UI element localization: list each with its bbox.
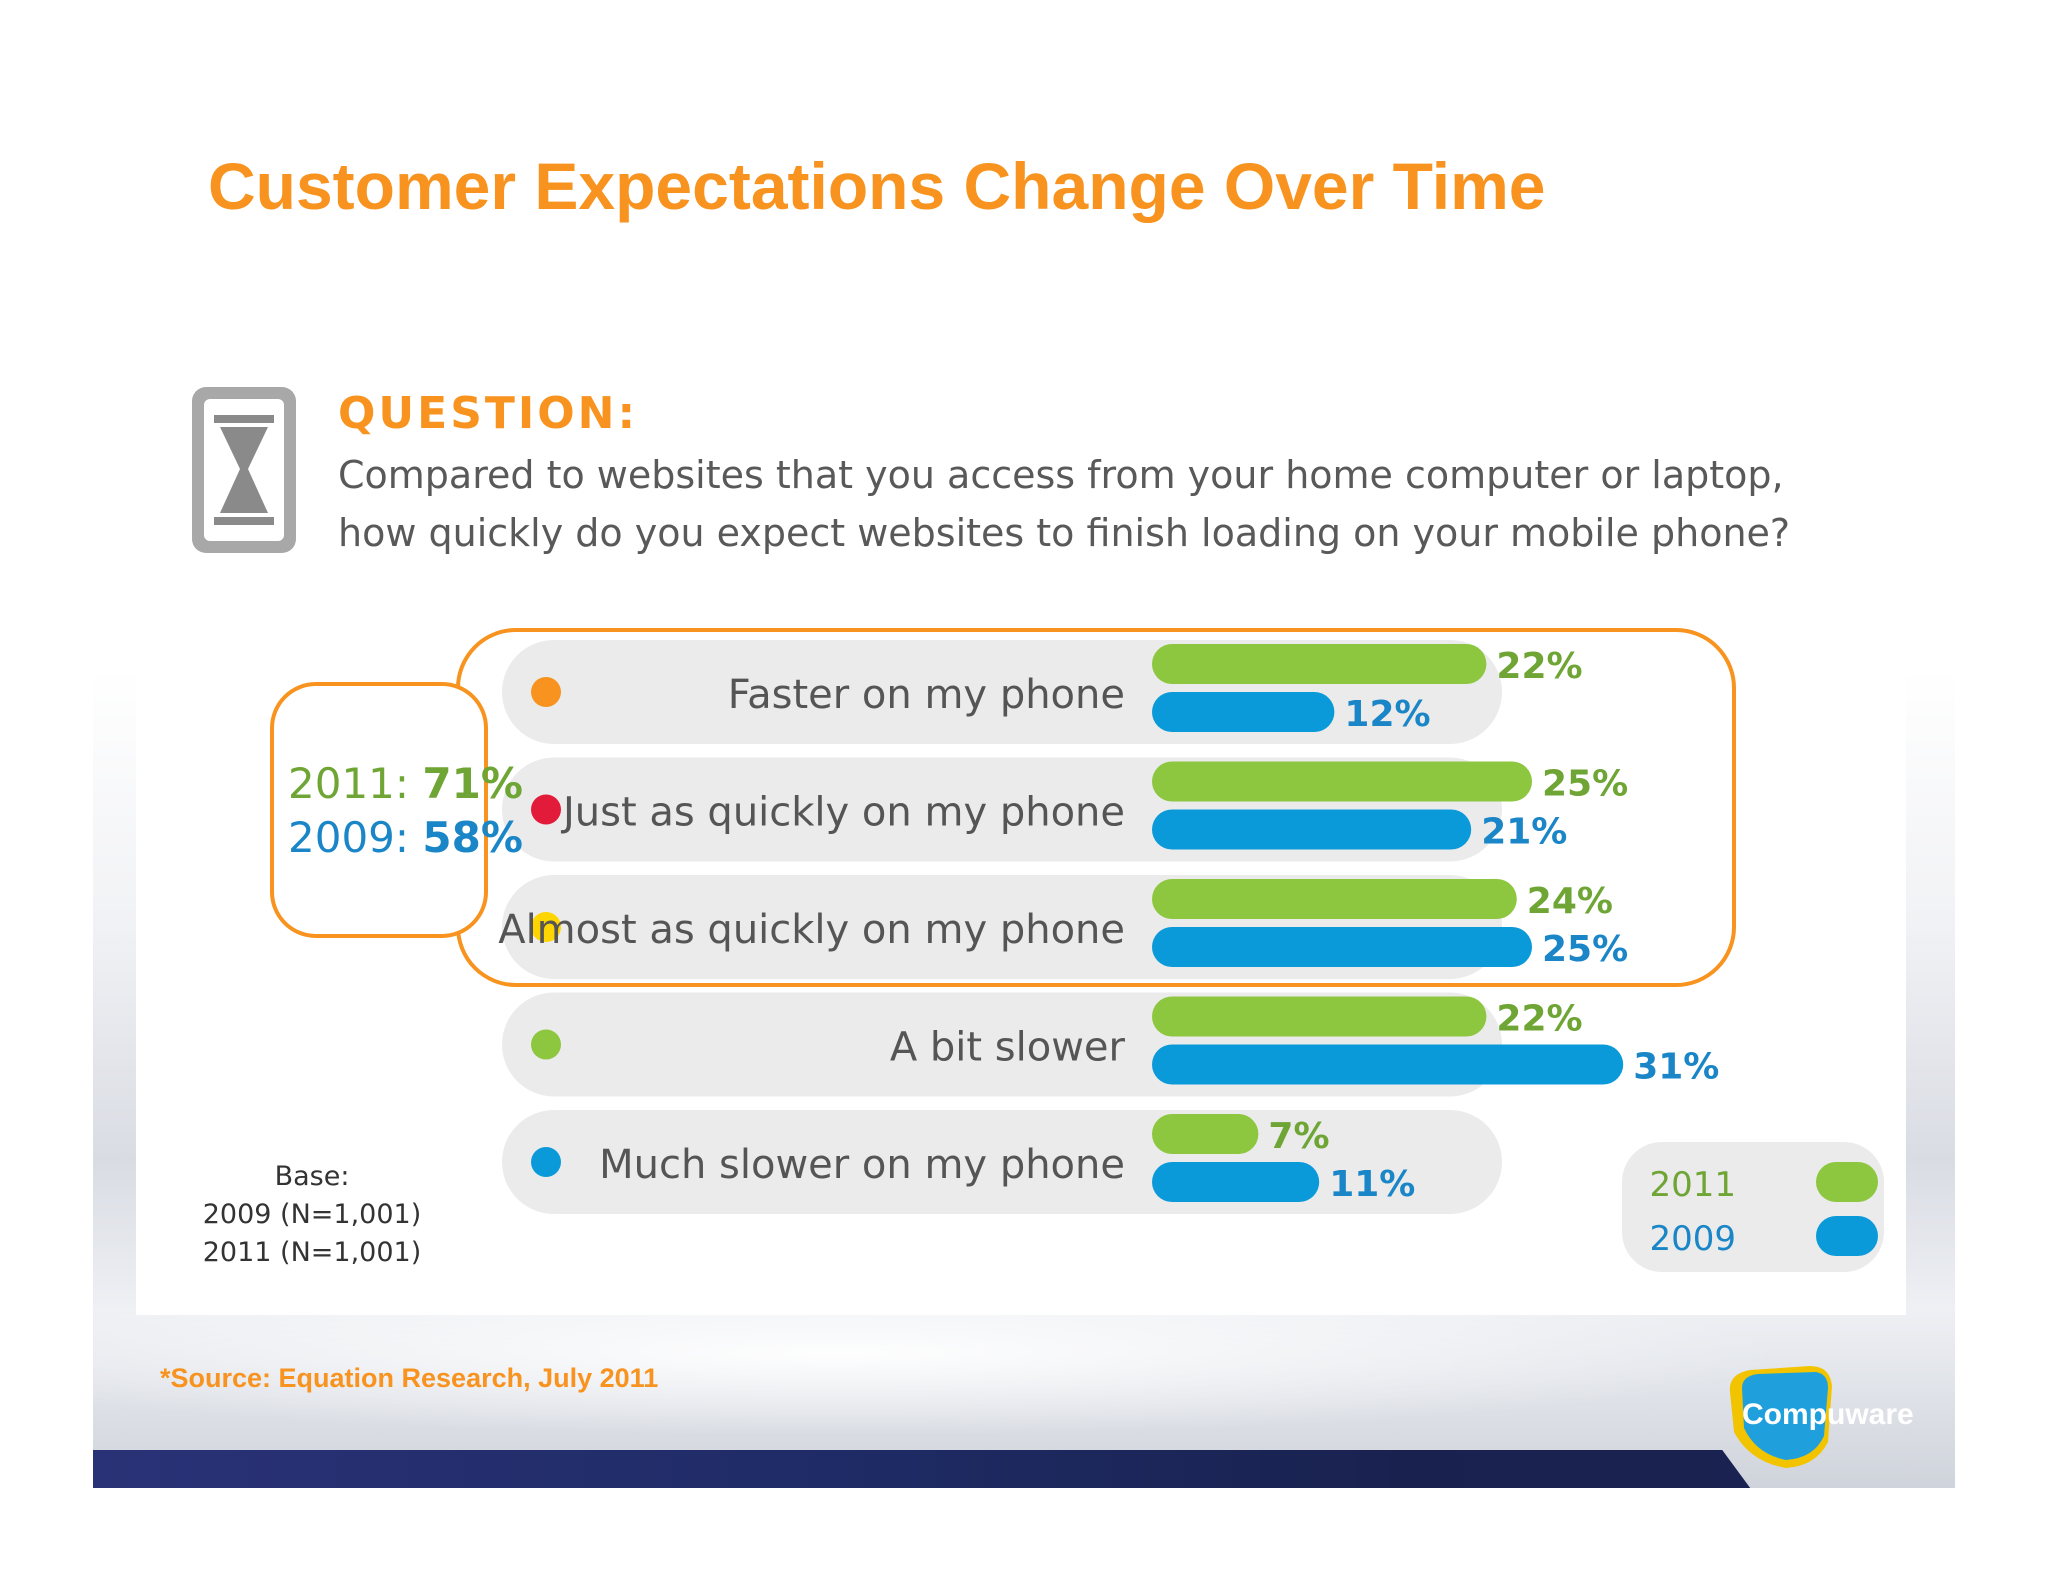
source-note: *Source: Equation Research, July 2011 (160, 1363, 659, 1393)
value-label-2011-much-slower-on-my-phone: 7% (1268, 1116, 1329, 1157)
bar-2009-just-as-quickly-on-my-phone (1152, 809, 1472, 850)
category-dot-almost-as-quickly-on-my-phone (531, 912, 561, 942)
category-label-almost-as-quickly-on-my-phone: Almost as quickly on my phone (498, 907, 1125, 953)
base-2009: 2009 (N=1,001) (202, 1199, 422, 1230)
base-note: Base: 2009 (N=1,001) 2011 (N=1,001) (192, 1158, 432, 1272)
value-label-2009-much-slower-on-my-phone: 11% (1329, 1164, 1415, 1205)
background-swoosh (93, 1290, 1955, 1450)
value-label-2009-just-as-quickly-on-my-phone: 21% (1481, 812, 1567, 853)
summary-2011-value: 71% (422, 759, 523, 808)
legend: 2011 2009 (1622, 1142, 1884, 1272)
logo-text: Compuware (1742, 1398, 1914, 1431)
category-dot-much-slower-on-my-phone (531, 1147, 561, 1177)
value-label-2009-faster-on-my-phone: 12% (1344, 694, 1430, 735)
slide-title: Customer Expectations Change Over Time (208, 149, 1546, 223)
compuware-logo: Compuware (1729, 1366, 1914, 1468)
value-label-2011-a-bit-slower: 22% (1496, 999, 1582, 1040)
bar-2011-a-bit-slower (1152, 996, 1487, 1037)
legend-label-2011: 2011 (1649, 1165, 1736, 1205)
bar-2011-almost-as-quickly-on-my-phone (1152, 879, 1517, 919)
legend-swatch-2011 (1816, 1162, 1878, 1202)
summary-2009-value: 58% (422, 813, 523, 862)
base-label: Base: (274, 1161, 350, 1192)
category-label-faster-on-my-phone: Faster on my phone (728, 672, 1125, 718)
base-2011: 2011 (N=1,001) (202, 1237, 422, 1268)
bar-2011-much-slower-on-my-phone (1152, 1114, 1259, 1154)
category-dot-just-as-quickly-on-my-phone (531, 794, 561, 825)
hourglass-icon (192, 387, 296, 553)
summary-2009-label: 2009: (288, 813, 422, 862)
question-line-1: Compared to websites that you access fro… (338, 453, 1784, 497)
category-dot-faster-on-my-phone (531, 677, 561, 707)
bar-2009-much-slower-on-my-phone (1152, 1162, 1320, 1202)
bar-2011-just-as-quickly-on-my-phone (1152, 761, 1532, 802)
value-label-2011-just-as-quickly-on-my-phone: 25% (1542, 764, 1628, 805)
legend-swatch-2009 (1816, 1216, 1878, 1256)
category-dot-a-bit-slower (531, 1029, 561, 1060)
summary-box (270, 682, 488, 938)
value-label-2009-almost-as-quickly-on-my-phone: 25% (1542, 929, 1628, 970)
question-text: Compared to websites that you access fro… (338, 446, 1818, 562)
category-label-just-as-quickly-on-my-phone: Just as quickly on my phone (560, 790, 1125, 836)
bar-2011-faster-on-my-phone (1152, 644, 1487, 684)
question-heading: QUESTION: (338, 388, 639, 439)
value-label-2009-a-bit-slower: 31% (1633, 1047, 1719, 1088)
bar-2009-a-bit-slower (1152, 1044, 1624, 1085)
legend-label-2009: 2009 (1649, 1219, 1736, 1259)
value-label-2011-almost-as-quickly-on-my-phone: 24% (1527, 881, 1613, 922)
summary-2011: 2011: 71% (288, 759, 523, 808)
category-label-much-slower-on-my-phone: Much slower on my phone (599, 1142, 1125, 1188)
summary-2011-label: 2011: (288, 759, 422, 808)
category-label-a-bit-slower: A bit slower (890, 1025, 1126, 1071)
bar-2009-almost-as-quickly-on-my-phone (1152, 927, 1532, 967)
summary-2009: 2009: 58% (288, 813, 523, 862)
question-line-2: how quickly do you expect websites to fi… (338, 511, 1791, 555)
bar-2009-faster-on-my-phone (1152, 692, 1335, 732)
bottom-band (93, 1450, 1751, 1488)
value-label-2011-faster-on-my-phone: 22% (1496, 646, 1582, 687)
